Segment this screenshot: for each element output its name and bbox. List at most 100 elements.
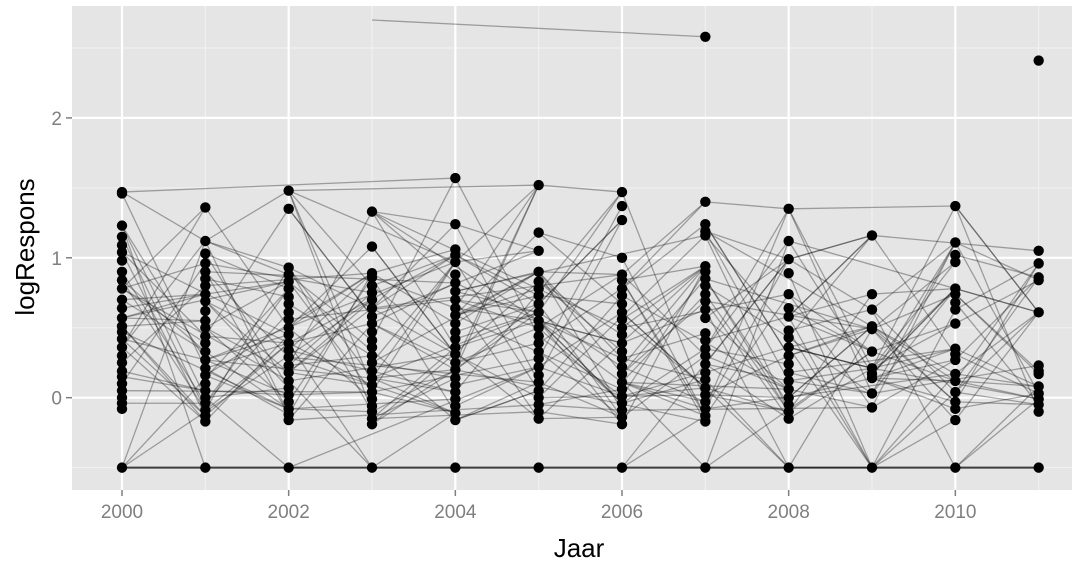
trajectory-segment: [871, 348, 956, 369]
trajectory-segment: [455, 390, 539, 421]
trajectory-segment: [538, 288, 623, 344]
trajectory-segment: [954, 205, 1040, 313]
trajectory-segment: [871, 293, 956, 330]
data-point: [950, 288, 961, 300]
trajectory-segment: [454, 311, 540, 371]
x-tick-label: 2008: [768, 502, 810, 523]
data-point: [700, 196, 711, 208]
trajectory-segment: [288, 190, 373, 412]
trajectory-segment: [788, 325, 873, 399]
trajectory-segment: [455, 342, 539, 364]
trajectory-segment: [288, 272, 373, 351]
trajectory-segment: [788, 330, 873, 468]
data-point: [116, 188, 128, 199]
data-point: [950, 354, 961, 366]
data-point: [950, 403, 961, 415]
trajectory-segment: [954, 263, 1040, 382]
trajectory-segment: [704, 230, 790, 382]
trajectory-segment: [371, 261, 456, 379]
trajectory-segment: [455, 254, 539, 305]
data-point: [866, 462, 878, 473]
trajectory-segment: [621, 265, 706, 320]
trajectory-segment: [538, 232, 623, 305]
trajectory-segment: [704, 234, 790, 331]
trajectory-segment: [455, 311, 539, 340]
trajectory-segment: [704, 278, 790, 406]
trajectory-segment: [871, 309, 956, 468]
trajectory-segment: [788, 208, 873, 394]
trajectory-segment: [788, 234, 873, 260]
x-tick-label: 2002: [268, 502, 310, 523]
trajectory-segment: [455, 303, 539, 333]
trajectory-segment: [121, 299, 373, 469]
trajectory-segment: [788, 346, 873, 468]
data-point: [200, 322, 211, 333]
trajectory-segment: [288, 208, 373, 317]
trajectory-segment: [288, 292, 373, 366]
trajectory-segment: [538, 388, 623, 406]
trajectory-segment: [371, 377, 456, 414]
data-point: [116, 294, 128, 305]
trajectory-segment: [121, 262, 206, 290]
trajectory-segment: [871, 242, 956, 408]
trajectory-segment: [871, 241, 956, 311]
trajectory-segment: [121, 177, 456, 193]
trajectory-segment: [538, 404, 623, 411]
trajectory-segment: [788, 258, 873, 311]
trajectory-segment: [288, 391, 373, 396]
trajectory-segment: [288, 211, 373, 366]
trajectory-segment: [538, 366, 623, 397]
trajectory-segment: [288, 277, 373, 403]
trajectory-segment: [455, 234, 706, 292]
trajectory-segment: [121, 288, 206, 344]
trajectory-segment: [704, 208, 790, 410]
trajectory-segment: [371, 362, 456, 379]
trajectory-segment: [788, 316, 873, 468]
trajectory-lines: [121, 19, 1040, 469]
data-point: [700, 462, 711, 473]
trajectory-segment: [954, 398, 1040, 469]
data-point: [700, 31, 711, 42]
trajectory-segment: [288, 342, 373, 468]
trajectory-segment: [205, 281, 289, 329]
data-point: [533, 298, 544, 310]
data-point: [950, 462, 961, 473]
trajectory-segment: [621, 265, 706, 425]
trajectory-segment: [621, 257, 706, 417]
trajectory-segment: [871, 205, 956, 369]
trajectory-segment: [121, 225, 206, 361]
trajectory-segment: [288, 299, 373, 373]
data-point: [283, 185, 294, 196]
trajectory-segment: [205, 327, 289, 374]
trajectory-segment: [788, 240, 873, 375]
trajectory-segment: [538, 271, 623, 375]
trajectory-segment: [705, 373, 956, 410]
trajectory-segment: [371, 322, 456, 364]
data-point: [283, 283, 294, 294]
trajectory-segment: [788, 388, 873, 409]
data-point: [116, 246, 128, 258]
trajectory-segment: [538, 327, 623, 404]
trajectory-segment: [455, 390, 539, 421]
trajectory-segment: [121, 317, 206, 322]
trajectory-segment: [704, 300, 790, 420]
trajectory-segment: [788, 325, 873, 399]
trajectory-segment: [371, 369, 456, 379]
trajectory-segment: [705, 387, 789, 413]
trajectory-segment: [205, 387, 289, 399]
trajectory-segment: [788, 325, 873, 348]
data-point: [950, 386, 961, 398]
trajectory-segment: [621, 381, 706, 469]
data-point: [866, 388, 878, 399]
data-point: [950, 256, 961, 268]
trajectory-segment: [205, 342, 289, 369]
trajectory-segment: [288, 190, 373, 386]
data-point: [450, 286, 461, 297]
data-point: [533, 179, 544, 191]
data-point: [783, 350, 794, 361]
trajectory-segment: [538, 219, 623, 376]
data-point: [1033, 274, 1044, 286]
trajectory-segment: [371, 322, 456, 371]
trajectory-segment: [121, 293, 206, 301]
trajectory-segment: [955, 392, 1039, 410]
